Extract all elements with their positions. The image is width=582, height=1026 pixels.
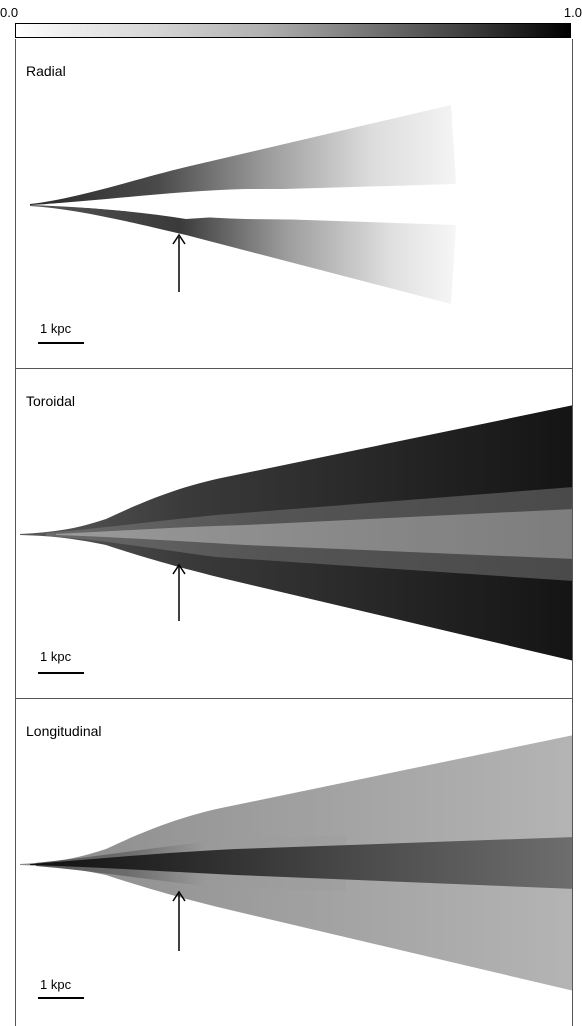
radial-core-gap	[46, 189, 456, 221]
scale-label-toroidal: 1 kpc	[40, 649, 72, 664]
longitudinal-arrow-head	[172, 890, 186, 902]
radial-field-map	[30, 105, 456, 304]
toroidal-field-map	[20, 405, 572, 661]
scale-bar-longitudinal	[38, 997, 84, 999]
radial-upper-lobe	[30, 105, 456, 205]
longitudinal-core-band	[30, 837, 572, 889]
scale-bar-toroidal	[38, 672, 84, 674]
radial-arrow-head	[172, 233, 186, 245]
colorbar-max-label: 1.0	[563, 5, 582, 20]
longitudinal-field-map	[20, 735, 572, 991]
panel-radial: Radial 1 kpc	[15, 39, 573, 369]
panel-longitudinal: Longitudinal 1 kpc	[15, 699, 573, 1026]
toroidal-arrow-head	[172, 563, 186, 575]
colorbar	[15, 23, 571, 38]
radial-lower-lobe	[30, 205, 456, 304]
panel-title-toroidal: Toroidal	[26, 393, 76, 409]
colorbar-min-label: 0.0	[0, 5, 19, 20]
scale-label-longitudinal: 1 kpc	[40, 977, 72, 992]
toroidal-core-band	[56, 509, 572, 559]
scale-label-radial: 1 kpc	[40, 321, 72, 336]
panel-title-longitudinal: Longitudinal	[26, 723, 102, 739]
scale-bar-radial	[38, 342, 84, 344]
panel-toroidal: Toroidal 1 kpc	[15, 369, 573, 699]
panel-title-radial: Radial	[26, 63, 66, 79]
